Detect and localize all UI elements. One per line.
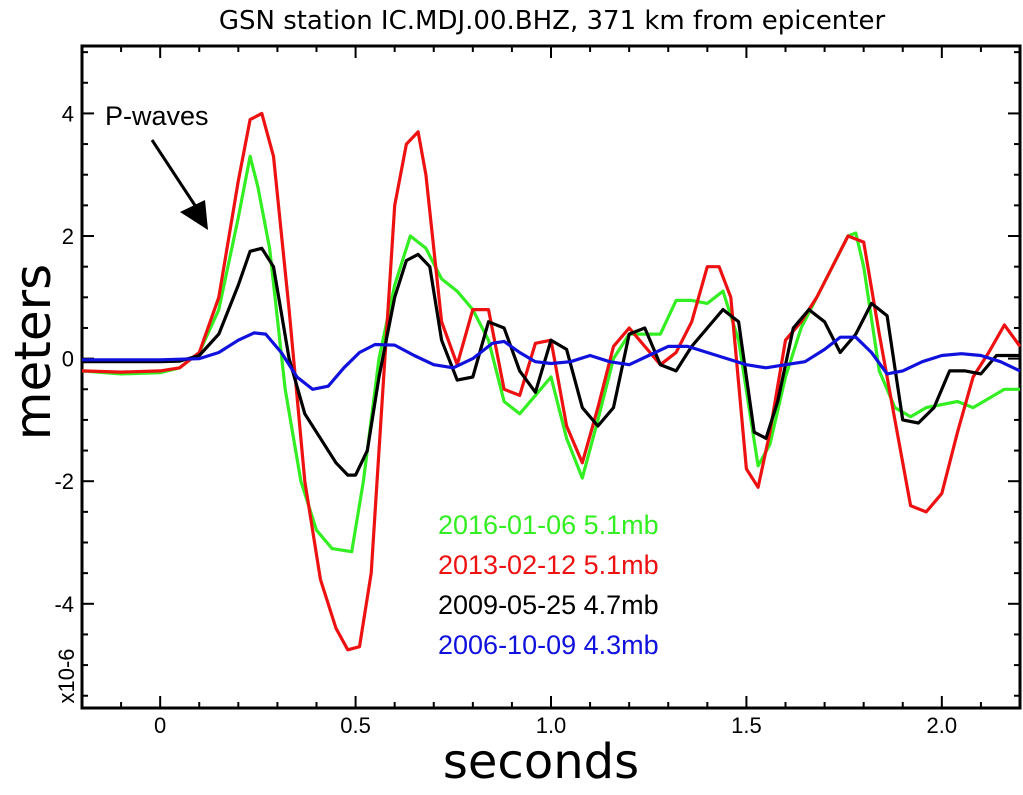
legend-entry: 2013-02-12 5.1mb [438, 550, 659, 580]
x-tick-label: 1.5 [731, 713, 762, 738]
y-tick-label: 4 [62, 101, 74, 126]
y-tick-label: -2 [54, 469, 74, 494]
x-tick-label: 0.5 [340, 713, 371, 738]
series-line [82, 246, 1020, 477]
legend-entry: 2009-05-25 4.7mb [438, 590, 659, 620]
y-tick-labels: -4 -2 0 2 4 [54, 101, 74, 616]
legend: 2016-01-06 5.1mb 2013-02-12 5.1mb 2009-05-… [438, 510, 659, 660]
p-waves-arrow [150, 139, 208, 230]
series-line [81, 154, 1020, 554]
series-line [82, 331, 1021, 391]
chart-title: GSN station IC.MDJ.00.BHZ, 371 km from e… [219, 6, 886, 36]
y-tick-label: 0 [62, 347, 74, 372]
x-tick-label: 0 [154, 713, 166, 738]
x-tick-labels: 0 0.5 1.0 1.5 2.0 [154, 713, 957, 738]
series-lines [81, 111, 1022, 652]
y-tick-label: -4 [54, 592, 74, 617]
x-tick-label: 2.0 [927, 713, 958, 738]
y-multiplier-label: x10-6 [54, 648, 79, 703]
y-tick-label: 2 [62, 224, 74, 249]
x-tick-label: 1.0 [536, 713, 567, 738]
legend-entry: 2016-01-06 5.1mb [438, 510, 659, 540]
series-line [81, 111, 1022, 652]
axis-ticks [81, 46, 1021, 708]
legend-entry: 2006-10-09 4.3mb [438, 630, 659, 660]
p-waves-annotation: P-waves [105, 101, 209, 131]
y-axis-label: meters [4, 264, 62, 440]
x-axis-label: seconds [443, 734, 639, 790]
